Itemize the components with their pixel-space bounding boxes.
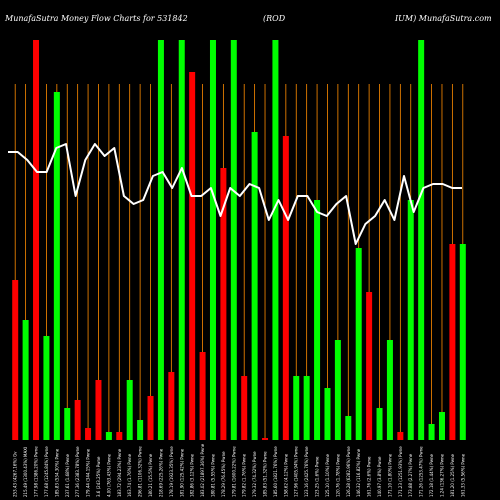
x-tick-label: 181.20 (1.25%) Pwne	[450, 453, 455, 497]
money-flow-bar	[147, 396, 154, 440]
x-tick-label: 158.62 (4.12%) Pwne	[283, 453, 288, 497]
money-flow-bar	[303, 376, 310, 440]
money-flow-bar	[95, 380, 102, 440]
x-tick-label: 126.28 (6282.96%) Pwne	[346, 446, 351, 497]
money-flow-bar	[366, 292, 373, 440]
money-flow-bar	[355, 248, 362, 440]
money-flow-bar	[272, 40, 279, 440]
x-tick-label: 161.76 (2.6%) Pwne	[367, 456, 372, 497]
x-tick-label: 127.96 (1405.94%) Pwne	[294, 446, 299, 497]
x-tick-label: 140.97 (3.8%) Pwne	[377, 456, 382, 497]
money-flow-bar	[418, 40, 425, 440]
money-flow-bar	[178, 40, 185, 440]
x-tick-label: 185.83 (534.30%) Pwne	[54, 448, 59, 497]
x-tick-label: 123.25 (1.6%) Pwne	[315, 456, 320, 497]
x-tick-label: 179.32 (74.32%) Pwne	[252, 451, 257, 497]
money-flow-bar	[168, 372, 175, 440]
money-flow-bar	[43, 336, 50, 440]
x-tick-label: 1.24 (136.27%) Pwne	[440, 453, 445, 497]
money-flow-bar	[376, 408, 383, 440]
money-flow-bar	[209, 40, 216, 440]
x-tick-label: 120.76 (1.78%) Pwne	[335, 453, 340, 497]
money-flow-bar	[386, 340, 393, 440]
x-tick-label: 218.69 (225.26%) Pwne	[158, 448, 163, 497]
money-flow-bar	[262, 438, 269, 440]
money-flow-bar	[33, 40, 40, 440]
x-tick-label: 171.26 (1253.47%) Pwne	[419, 446, 424, 497]
x-tick-label: 178.29 (76.45%) Pwne	[221, 451, 226, 497]
money-flow-bar	[74, 400, 81, 440]
money-flow-bar	[64, 408, 71, 440]
x-tick-label: 181.90 (125.42%) Pwne	[179, 448, 184, 497]
money-flow-bar	[12, 280, 19, 440]
price-line-layer	[8, 143, 462, 245]
money-flow-bar	[397, 432, 404, 440]
x-tick-label: 179.81 (1600.22%) Pwne	[231, 446, 236, 497]
x-tick-label: 178.19 (1923.35%) Pwne	[169, 446, 174, 497]
money-flow-bar	[251, 132, 258, 440]
x-tick-label: 180.81 (5.55%) Pwne	[211, 453, 216, 497]
x-tick-label: 163.74 (1.76%) Pwne	[127, 453, 132, 497]
money-flow-bar	[116, 432, 123, 440]
x-tick-label: 146.32 (116.82%) Pwne	[356, 448, 361, 497]
money-flow-bar	[314, 200, 321, 440]
x-tick-label: 161.33 (5.56%) Pwne	[460, 453, 465, 497]
money-flow-bar	[428, 424, 435, 440]
money-flow-bar	[230, 40, 237, 440]
x-tick-label: 185.60 (1821.76%) Pwne	[273, 446, 278, 497]
x-tick-label: 277.36 (2383.78%) Pwne	[75, 446, 80, 497]
money-flow-bar	[85, 428, 92, 440]
money-flow-bar	[459, 244, 466, 440]
money-flow-bar	[53, 92, 60, 440]
money-flow-bar	[241, 376, 248, 440]
price-line	[8, 143, 462, 245]
chart-title-middle: (ROD	[263, 14, 286, 23]
money-flow-bar	[282, 136, 289, 440]
money-flow-bar	[324, 388, 331, 440]
money-flow-bar	[22, 320, 29, 440]
x-tick-label: 177.98 (1386.20%) Pwne	[34, 446, 39, 497]
money-flow-bar	[345, 416, 352, 440]
x-tick-label: 171.10 (1.80%) Pwne	[387, 453, 392, 497]
chart-title-left: MunafaSutra Money Flow Charts for 531842	[4, 14, 188, 23]
x-axis-tick-labels: 253.43 (4267.16%) Gv 215.49 (1300.43%) MA…	[13, 443, 466, 497]
money-flow-bar	[137, 420, 144, 440]
x-tick-label: 296.81 (1106.32%) Pwne	[138, 446, 143, 497]
money-flow-bar	[293, 376, 300, 440]
x-tick-label: 182.86 (3.12%) Pwne	[190, 453, 195, 497]
money-flow-bar	[199, 352, 206, 440]
x-tick-label: 179.44 (344.15%) Pwne	[86, 448, 91, 497]
x-tick-label: 183.02 (21897.36%) Pwne	[200, 443, 205, 497]
x-tick-label: 183.72 (294.23%) Pwne	[117, 448, 122, 497]
x-tick-label: 177.68 (1245.84%) Pwne	[44, 446, 49, 497]
x-tick-label: 3.6 (243.25%) Pwne	[96, 456, 101, 497]
chart-title-right: IUM) MunafaSutra.com	[394, 14, 492, 23]
x-tick-label: 172.18 (1.44%) Pwne	[429, 453, 434, 497]
money-flow-bar	[157, 40, 164, 440]
x-tick-label: 4.00 (763.43%) Pwne	[106, 453, 111, 497]
money-flow-bar	[189, 72, 196, 440]
x-tick-label: 173.88 (2.27%) Pwne	[408, 453, 413, 497]
x-tick-label: 237.61 (1.68%) Pwne	[65, 453, 70, 497]
money-flow-bar	[407, 200, 414, 440]
money-flow-bar	[105, 432, 112, 440]
x-tick-label: 253.43 (4267.16%) Gv	[13, 451, 18, 497]
x-tick-label: 185.83 (51.32%) Pwne	[263, 451, 268, 497]
x-tick-label: 123.16 (2425.76%) Pwne	[304, 446, 309, 497]
x-tick-label: 171.23 (1251.93%) Pwne	[398, 446, 403, 497]
money-flow-bar	[220, 168, 227, 440]
x-tick-label: 125.10 (1.10%) Pwne	[325, 453, 330, 497]
x-tick-label: 180.21 (15.5%) Pwne	[148, 453, 153, 497]
money-flow-bar	[334, 340, 341, 440]
money-flow-bar	[126, 380, 133, 440]
money-flow-bars	[12, 40, 466, 440]
x-tick-label: 215.49 (1300.43%) MAXI	[23, 447, 28, 497]
money-flow-bar	[438, 412, 445, 440]
money-flow-bar	[449, 244, 456, 440]
x-tick-label: 179.82 (1.76%) Pwne	[242, 453, 247, 497]
